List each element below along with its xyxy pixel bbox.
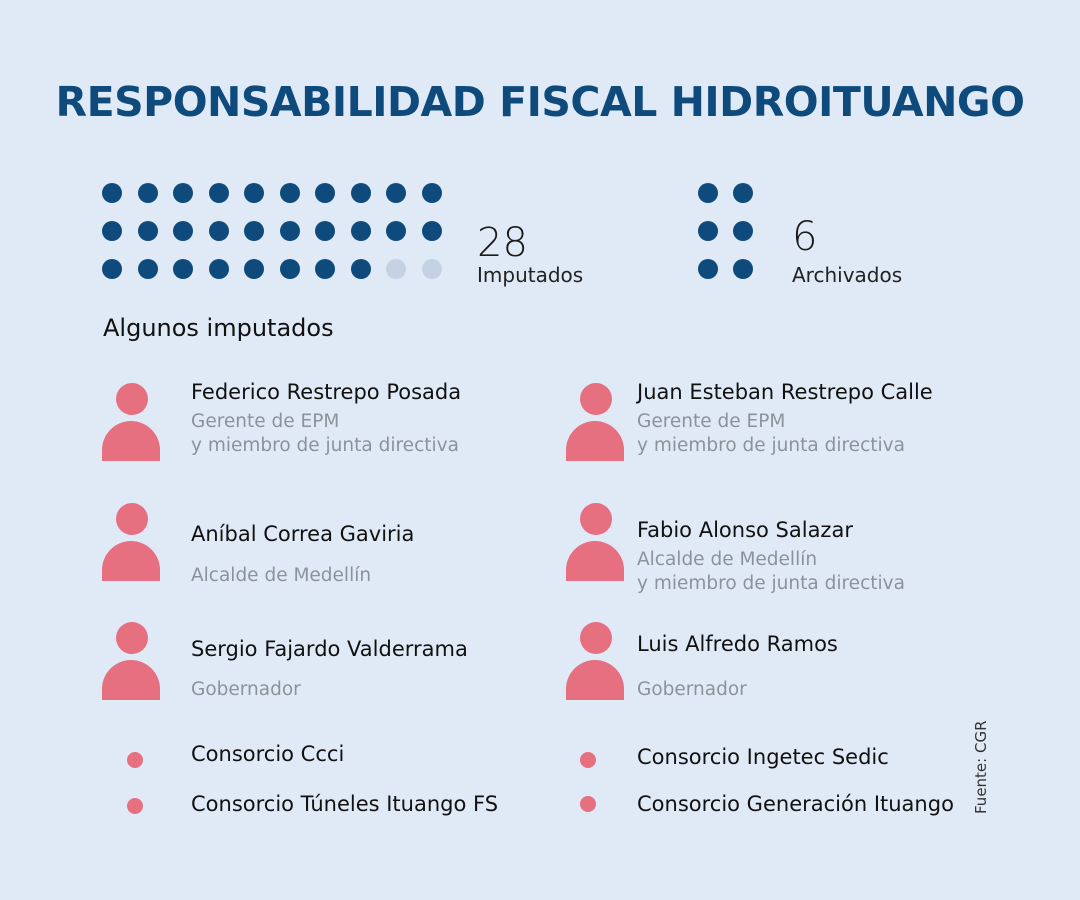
filled-dot-icon [421, 183, 442, 203]
person-icon [102, 383, 160, 463]
filled-dot-icon [421, 221, 442, 241]
filled-dot-icon [350, 221, 371, 241]
filled-dot-icon [315, 183, 335, 203]
imputados-count: 28 [477, 220, 528, 266]
filled-dot-icon [137, 221, 158, 241]
filled-dot-icon [102, 221, 122, 241]
person-icon [566, 503, 624, 583]
filled-dot-icon [698, 221, 718, 241]
person-icon [102, 622, 160, 702]
filled-dot-icon [350, 183, 371, 203]
archivados-count: 6 [792, 214, 818, 260]
source-note: Fuente: CGR [972, 720, 990, 814]
filled-dot-icon [733, 259, 753, 279]
filled-dot-icon [733, 183, 753, 203]
filled-dot-icon [173, 183, 193, 203]
person-icon [566, 622, 624, 702]
filled-dot-icon [315, 259, 335, 279]
person-role: Alcalde de Medellín [191, 565, 372, 586]
archivados-label: Archivados [792, 263, 903, 287]
filled-dot-icon [698, 259, 718, 279]
filled-dot-icon [173, 259, 193, 279]
imputados-label: Imputados [477, 263, 584, 287]
filled-dot-icon [279, 259, 300, 279]
filled-dot-icon [208, 183, 229, 203]
person-role: Gerente de EPM [191, 411, 340, 432]
bullet-dot-icon [127, 798, 143, 814]
person-role: Gobernador [637, 679, 747, 700]
person-name: Aníbal Correa Gaviria [191, 522, 415, 546]
consortium-name: Consorcio Ccci [191, 742, 345, 766]
filled-dot-icon [386, 183, 406, 203]
filled-dot-icon [386, 221, 406, 241]
consortium-name: Consorcio Ingetec Sedic [637, 745, 889, 769]
person-name: Federico Restrepo Posada [191, 380, 462, 404]
person-name: Luis Alfredo Ramos [637, 632, 838, 656]
filled-dot-icon [208, 259, 229, 279]
empty-dot-icon [421, 259, 442, 279]
empty-dot-icon [386, 259, 406, 279]
bullet-dot-icon [580, 752, 596, 768]
person-role-line-2: y miembro de junta directiva [637, 435, 905, 456]
filled-dot-icon [244, 183, 264, 203]
consortium-name: Consorcio Generación Ituango [637, 792, 954, 816]
bullet-dot-icon [580, 796, 596, 812]
filled-dot-icon [137, 259, 158, 279]
person-role: Gerente de EPM [637, 411, 786, 432]
bullet-dot-icon [127, 752, 143, 768]
consortium-name: Consorcio Túneles Ituango FS [191, 792, 499, 816]
person-name: Fabio Alonso Salazar [637, 518, 853, 542]
filled-dot-icon [102, 183, 122, 203]
filled-dot-icon [137, 183, 158, 203]
person-name: Sergio Fajardo Valderrama [191, 637, 468, 661]
filled-dot-icon [244, 259, 264, 279]
person-name: Juan Esteban Restrepo Calle [637, 380, 933, 404]
filled-dot-icon [698, 183, 718, 203]
person-role-line-2: y miembro de junta directiva [191, 435, 459, 456]
filled-dot-icon [733, 221, 753, 241]
filled-dot-icon [279, 221, 300, 241]
filled-dot-icon [208, 221, 229, 241]
filled-dot-icon [279, 183, 300, 203]
person-role: Alcalde de Medellín [637, 549, 818, 570]
filled-dot-icon [244, 221, 264, 241]
person-icon [566, 383, 624, 463]
person-role-line-2: y miembro de junta directiva [637, 573, 905, 594]
filled-dot-icon [350, 259, 371, 279]
person-icon [102, 503, 160, 583]
filled-dot-icon [315, 221, 335, 241]
person-role: Gobernador [191, 679, 301, 700]
page-title: RESPONSABILIDAD FISCAL HIDROITUANGO [55, 78, 1025, 126]
filled-dot-icon [173, 221, 193, 241]
section-title: Algunos imputados [103, 314, 334, 342]
filled-dot-icon [102, 259, 122, 279]
